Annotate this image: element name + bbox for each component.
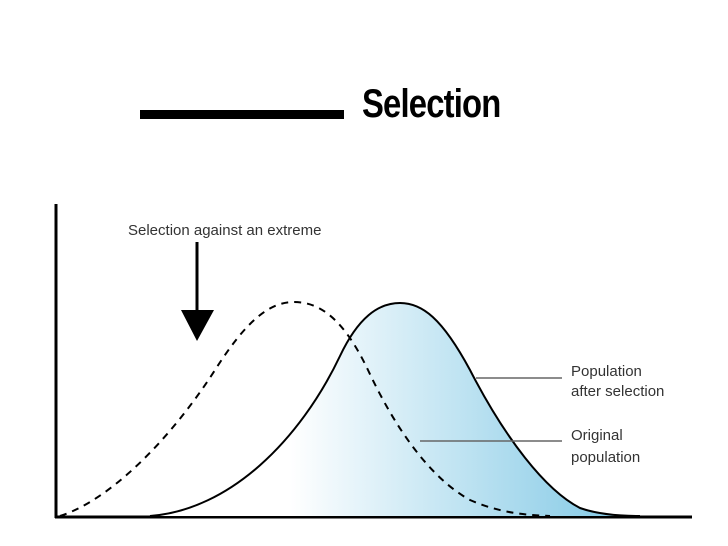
population-after-selection-curve xyxy=(149,301,641,517)
page-title: Selection xyxy=(362,82,501,126)
legend-after-line1: Population xyxy=(571,363,642,380)
legend-after-line2: after selection xyxy=(571,383,664,400)
title-row: Selection xyxy=(0,80,728,130)
legend-original-line1: Original xyxy=(571,427,623,444)
original-population-curve xyxy=(59,300,551,517)
population-after-selection-fill xyxy=(150,303,640,516)
selection-arrow-head xyxy=(181,310,214,341)
arrow-label: Selection against an extreme xyxy=(128,222,321,239)
fill-in-blank-line xyxy=(140,110,344,119)
legend-original-line2: population xyxy=(571,449,640,466)
